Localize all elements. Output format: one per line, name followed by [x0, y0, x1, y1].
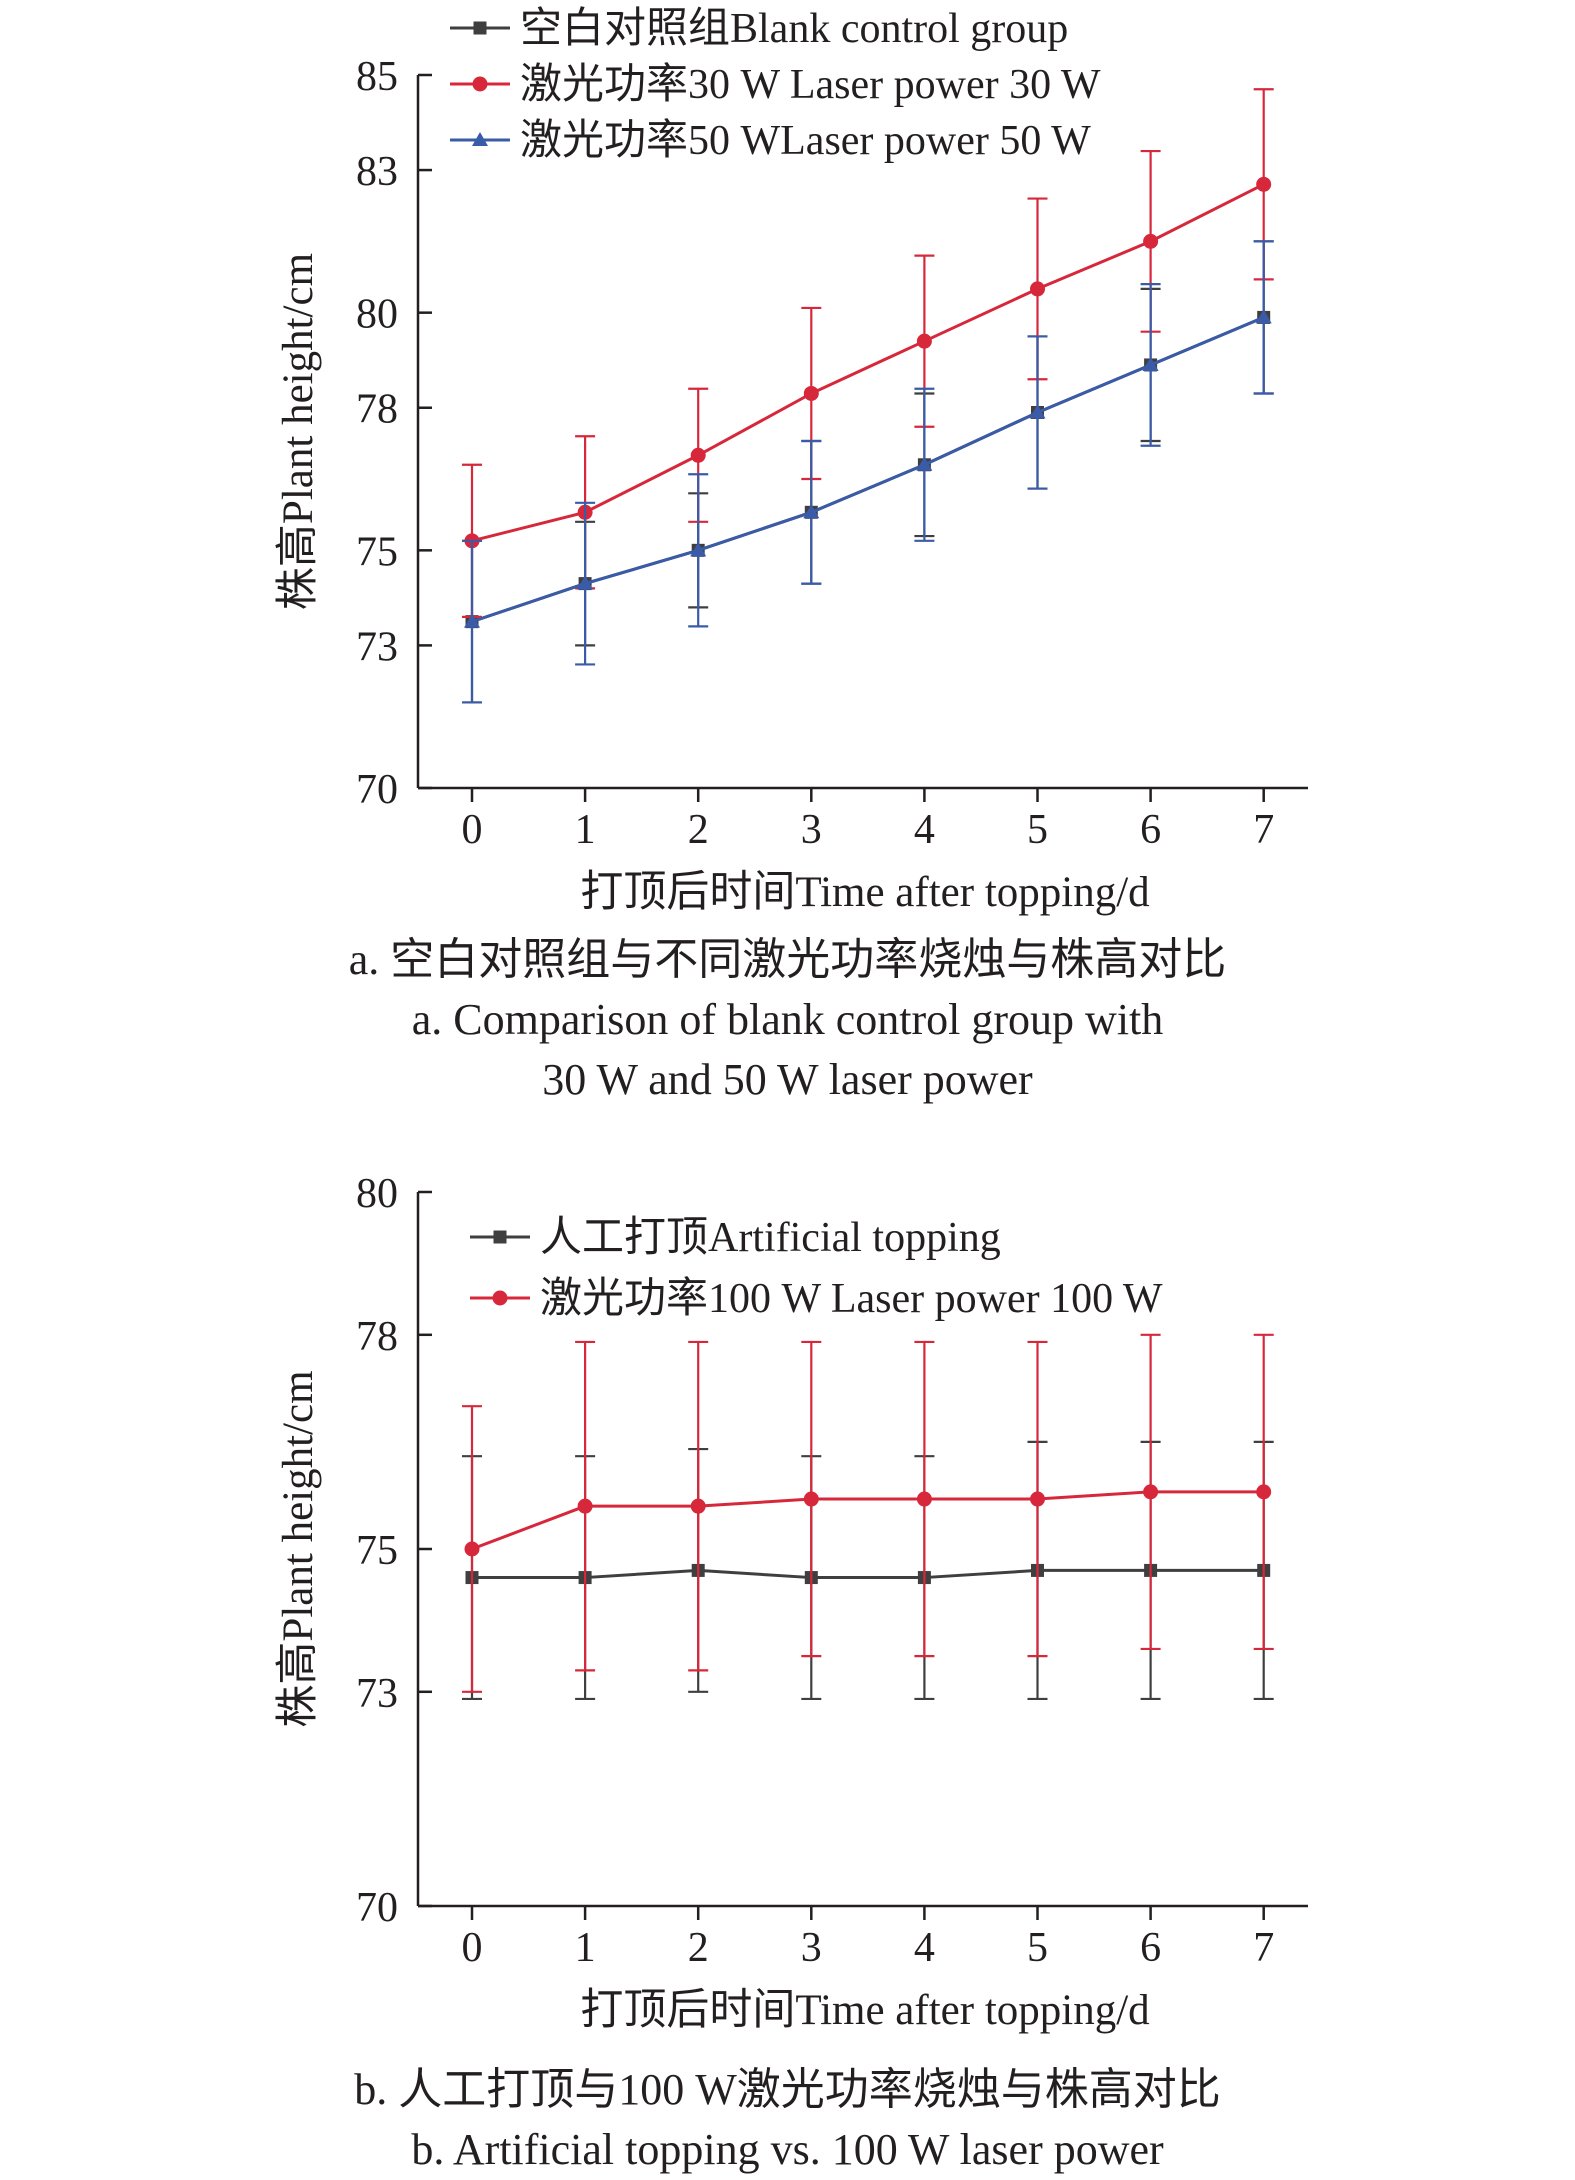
chart-a-data-point — [1256, 176, 1272, 192]
chart-b-x-tick-label: 4 — [914, 1925, 935, 1971]
chart-a-legend-label: 激光功率30 W Laser power 30 W — [520, 61, 1101, 108]
caption-a-english-line2: 30 W and 50 W laser power — [542, 1055, 1033, 1104]
chart-a-data-point — [803, 385, 819, 401]
caption-b-english: b. Artificial topping vs. 100 W laser po… — [411, 2125, 1164, 2174]
chart-a-x-tick-label: 4 — [914, 807, 935, 853]
chart-b-y-tick-label: 73 — [356, 1671, 398, 1717]
chart-b-x-axis-label: 打顶后时间Time after topping/d — [580, 1987, 1149, 2034]
chart-a-y-axis-label: 株高Plant height/cm — [275, 253, 322, 610]
chart-a-x-tick-label: 6 — [1140, 807, 1161, 853]
chart-a-x-tick-label: 3 — [801, 807, 822, 853]
caption-a-chinese: a. 空白对照组与不同激光功率烧烛与株高对比 — [348, 935, 1227, 984]
chart-a-legend-entry: 空白对照组Blank control group — [450, 5, 1068, 52]
chart-b-plot-area: 70 73 75 78 80 0 1 2 3 4 5 6 7 打顶后时间Time after toppin… — [275, 1171, 1308, 2034]
chart-a-series-0 — [462, 240, 1274, 704]
chart-a-series-2 — [462, 240, 1274, 704]
chart-b-data-point — [916, 1491, 932, 1507]
chart-a-series-line — [471, 182, 1265, 543]
chart-a-x-tick-label: 5 — [1027, 807, 1048, 853]
chart-a-y-tick-label: 73 — [356, 624, 398, 670]
chart-b-legend-marker — [492, 1290, 508, 1306]
chart-b-data-point — [1256, 1484, 1272, 1500]
chart-b-legend-entry: 激光功率100 W Laser power 100 W — [470, 1275, 1163, 1322]
caption-b: b. 人工打顶与100 W激光功率烧烛与株高对比 b. Artificial t… — [0, 2060, 1575, 2180]
chart-b-legend-marker — [493, 1230, 507, 1244]
chart-b-legend-label: 激光功率100 W Laser power 100 W — [540, 1275, 1163, 1322]
chart-b-data-point — [577, 1498, 593, 1514]
chart-a-data-point — [1030, 281, 1045, 297]
chart-b-data-point — [464, 1541, 480, 1557]
caption-a: a. 空白对照组与不同激光功率烧烛与株高对比 a. Comparison of … — [0, 930, 1575, 1110]
chart-b-x-tick-label: 3 — [801, 1925, 822, 1971]
chart-a-data-point — [464, 613, 480, 628]
chart-a-data-point — [690, 447, 706, 463]
chart-a-data-point — [916, 333, 932, 349]
chart-a-x-tick-label: 2 — [688, 807, 709, 853]
chart-b-data-point — [690, 1498, 706, 1514]
chart-b-x-tick-label: 6 — [1140, 1925, 1161, 1971]
chart-a-series-line — [471, 316, 1265, 624]
chart-a-data-point — [803, 504, 820, 519]
chart-b-data-point — [1143, 1484, 1159, 1500]
chart-a-data-point — [916, 456, 933, 471]
chart-a-y-tick-label: 70 — [356, 767, 398, 813]
chart-a-plot-area: 70 73 75 78 80 83 85 0 1 2 3 4 5 6 7 打顶后时间Time after to… — [275, 5, 1308, 916]
chart-b-data-point — [1030, 1491, 1045, 1507]
chart-b-y-axis-label: 株高Plant height/cm — [275, 1370, 322, 1727]
chart-a-legend-label: 激光功率50 WLaser power 50 W — [520, 117, 1091, 164]
chart-a-legend-entry: 激光功率30 W Laser power 30 W — [450, 61, 1101, 108]
chart-b-y-tick-label: 78 — [356, 1314, 398, 1360]
chart-a-data-point — [1143, 233, 1159, 249]
caption-a-english-line1: a. Comparison of blank control group wit… — [411, 995, 1164, 1044]
chart-b-legend-entry: 人工打顶Artificial topping — [470, 1215, 1001, 1261]
chart-a-legend-entry: 激光功率50 WLaser power 50 W — [450, 117, 1091, 164]
chart-a-data-point — [1029, 404, 1046, 419]
caption-b-chinese: b. 人工打顶与100 W激光功率烧烛与株高对比 — [354, 2065, 1221, 2114]
chart-a-x-tick-label: 1 — [575, 807, 596, 853]
chart-b-series-1 — [462, 1333, 1274, 1693]
chart-a-data-point — [690, 542, 707, 557]
chart-b-data-point — [803, 1491, 819, 1507]
chart-a-data-point — [577, 575, 594, 590]
chart-b-x-tick-label: 2 — [688, 1925, 709, 1971]
chart-a-x-tick-label: 0 — [462, 807, 483, 853]
chart-a-y-tick-label: 75 — [356, 529, 398, 575]
chart-a-y-tick-label: 83 — [356, 149, 398, 195]
chart-a-x-axis-label: 打顶后时间Time after topping/d — [580, 869, 1149, 916]
chart-b-x-tick-label: 1 — [575, 1925, 596, 1971]
chart-b-x-tick-label: 0 — [462, 1925, 483, 1971]
chart-a-legend-marker — [472, 76, 488, 92]
chart-a-series-1 — [462, 88, 1274, 618]
chart-a-data-point — [1255, 309, 1272, 324]
chart-a-x-tick-label: 7 — [1253, 807, 1274, 853]
chart-a-legend-marker — [473, 21, 487, 35]
chart-b-y-tick-label: 70 — [356, 1885, 398, 1931]
chart-b-y-tick-label: 75 — [356, 1528, 398, 1574]
chart-b-y-tick-label: 80 — [356, 1171, 398, 1217]
chart-a-legend-label: 空白对照组Blank control group — [520, 5, 1068, 52]
chart-b-x-tick-label: 7 — [1253, 1925, 1274, 1971]
chart-a-legend-marker — [472, 132, 488, 146]
chart-b-series-line — [471, 1490, 1264, 1551]
chart-a-y-tick-label: 80 — [356, 292, 398, 338]
chart-b-x-tick-label: 5 — [1027, 1925, 1048, 1971]
chart-a-y-tick-label: 85 — [356, 54, 398, 100]
chart-b-legend-label: 人工打顶Artificial topping — [540, 1215, 1001, 1261]
chart-b-series-0 — [462, 1440, 1274, 1701]
chart-a-data-point — [1142, 356, 1159, 371]
chart-a-y-tick-label: 78 — [356, 387, 398, 433]
chart-b-series-line — [472, 1568, 1264, 1580]
